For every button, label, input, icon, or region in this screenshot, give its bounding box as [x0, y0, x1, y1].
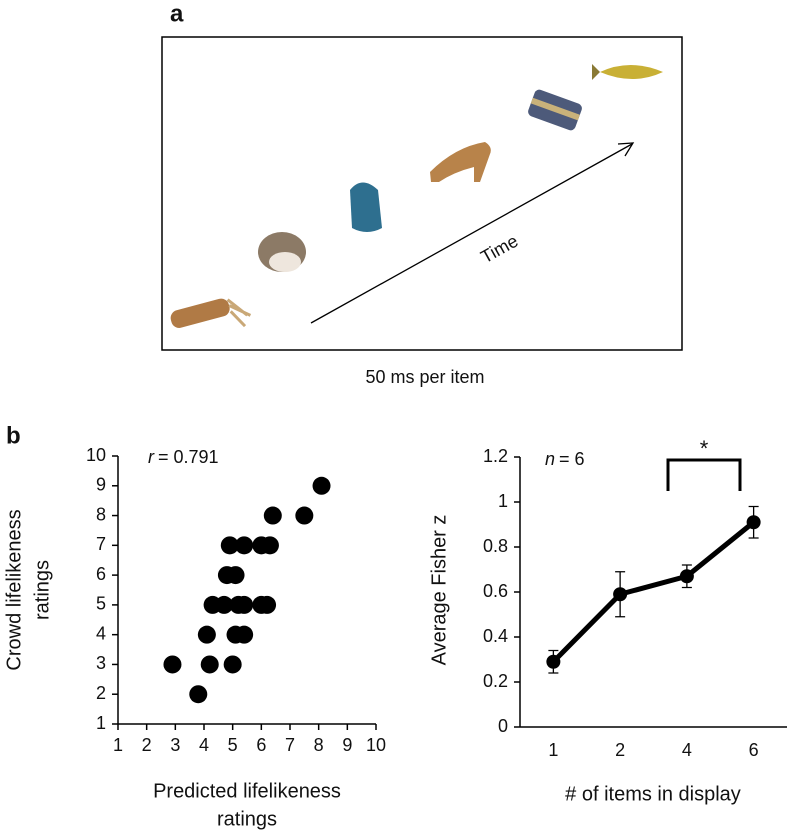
y-tick-label: 4: [96, 623, 106, 643]
y-tick-label: 5: [96, 594, 106, 614]
point: [226, 566, 245, 585]
point: [312, 476, 331, 495]
x-tick-label: 6: [749, 740, 759, 760]
x-tick-label: 2: [615, 740, 625, 760]
point: [235, 536, 254, 555]
x-axis-label: Predicted lifelikeness: [153, 780, 341, 802]
y-tick-label: 1: [96, 713, 106, 733]
point: [200, 655, 219, 674]
stat-text: = 0.791: [158, 447, 219, 467]
y-tick-label: 2: [96, 683, 106, 703]
point: [215, 595, 234, 614]
line: [551, 520, 756, 664]
x-tick-label: 2: [142, 735, 152, 755]
point: [260, 536, 279, 555]
point: [679, 569, 694, 584]
point: [220, 536, 239, 555]
y-tick-label: 7: [96, 534, 106, 554]
y-tick-label: 10: [86, 445, 106, 465]
x-tick-label: 10: [366, 735, 386, 755]
point: [746, 515, 761, 530]
y-tick-label: 1.2: [483, 446, 508, 466]
y-axis-label: Crowd lifelikeness: [3, 509, 25, 670]
x-tick-label: 4: [199, 735, 209, 755]
point: [235, 595, 254, 614]
time-arrow: [310, 143, 633, 324]
x-tick-label: 6: [256, 735, 266, 755]
significance-bracket: [666, 458, 742, 491]
point: [295, 506, 314, 525]
point: [263, 506, 282, 525]
caption: 50 ms per item: [365, 367, 484, 387]
point: [546, 654, 561, 669]
y-tick-label: 0: [498, 716, 508, 736]
x-tick-label: 5: [228, 735, 238, 755]
y-tick-label: 6: [96, 564, 106, 584]
point: [258, 595, 277, 614]
point: [197, 625, 216, 644]
y-tick-label: 8: [96, 504, 106, 524]
x-tick-label: 7: [285, 735, 295, 755]
y-tick-label: 9: [96, 475, 106, 495]
point: [189, 685, 208, 704]
y-tick-label: 1: [498, 491, 508, 511]
point: [163, 655, 182, 674]
stat-annotation: n = 6: [545, 449, 585, 469]
significance-label: *: [700, 436, 709, 461]
panel-frame: [161, 36, 683, 351]
x-axis-label: # of items in display: [565, 783, 741, 805]
point: [235, 625, 254, 644]
x-tick-label: 8: [314, 735, 324, 755]
panel-label: a: [170, 0, 184, 27]
y-tick-label: 3: [96, 653, 106, 673]
stat-symbol: n: [545, 449, 555, 469]
stat-text: = 6: [559, 449, 585, 469]
y-tick-label: 0.6: [483, 581, 508, 601]
x-tick-label: 3: [170, 735, 180, 755]
y-tick-label: 0.2: [483, 671, 508, 691]
x-tick-label: 4: [682, 740, 692, 760]
x-axis-label: ratings: [217, 808, 277, 830]
x-tick-label: 9: [342, 735, 352, 755]
panel-label: b: [6, 422, 21, 449]
y-axis-label: Average Fisher z: [428, 515, 450, 666]
point: [613, 587, 628, 602]
y-tick-label: 0.8: [483, 536, 508, 556]
point: [223, 655, 242, 674]
y-tick-label: 0.4: [483, 626, 508, 646]
stat-symbol: r: [148, 447, 155, 467]
stimuli: [170, 64, 663, 328]
x-tick-label: 1: [113, 735, 123, 755]
arrow-head: [617, 142, 635, 157]
y-axis-label: ratings: [31, 560, 53, 620]
x-tick-label: 1: [548, 740, 558, 760]
stat-annotation: r = 0.791: [148, 447, 219, 467]
arrow-label: Time: [477, 231, 521, 268]
